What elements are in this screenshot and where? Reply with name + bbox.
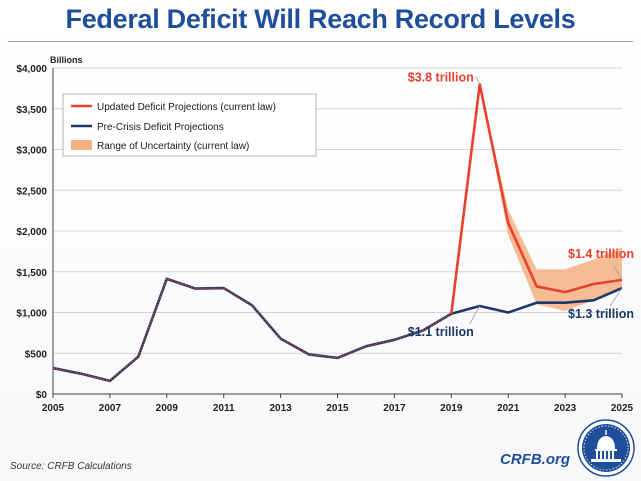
x-tick-label: 2023 <box>554 403 577 414</box>
y-tick-label: $2,000 <box>16 227 47 238</box>
x-tick-label: 2011 <box>213 403 235 414</box>
y-tick-label: $4,000 <box>16 64 47 75</box>
y-tick-label: $1,000 <box>16 309 47 320</box>
source-note: Source: CRFB Calculations <box>10 461 132 472</box>
y-tick-labels: $0 $500 $1,000 $1,500 $2,000 $2,500 $3,000 $3,5… <box>16 64 47 401</box>
annotation-label: $3.8 trillion <box>408 70 474 84</box>
x-tick-label: 2007 <box>99 403 122 414</box>
y-tick-label: $1,500 <box>16 268 47 279</box>
y-tick-label: $500 <box>25 349 48 360</box>
legend-label-range: Range of Uncertainty (current law) <box>97 141 249 152</box>
brand-link[interactable]: CRFB.org <box>500 451 570 468</box>
x-tick-label: 2015 <box>326 403 349 414</box>
legend: Updated Deficit Projections (current law… <box>62 93 317 157</box>
legend-label-precrisis: Pre-Crisis Deficit Projections <box>97 122 224 133</box>
annotation-label: $1.1 trillion <box>408 325 474 339</box>
x-tick-label: 2025 <box>611 403 634 414</box>
title-divider <box>8 41 633 42</box>
y-tick-label: $3,500 <box>16 105 47 116</box>
y-axis-label: Billions <box>50 55 83 65</box>
x-tick-label: 2019 <box>440 403 463 414</box>
x-tick-label: 2013 <box>269 403 292 414</box>
annotation-leader <box>469 305 481 325</box>
y-tick-label: $2,500 <box>16 186 47 197</box>
x-tick-label: 2005 <box>42 403 65 414</box>
legend-box <box>62 93 317 157</box>
x-tick-label: 2017 <box>383 403 406 414</box>
annotations: $3.8 trillion $1.4 trillion $1.1 trillion $… <box>408 70 634 339</box>
y-tick-label: $0 <box>36 390 48 401</box>
annotation-leader <box>609 287 623 307</box>
x-tick-label: 2009 <box>156 403 179 414</box>
annotation-leader <box>475 76 481 85</box>
capitol-dome-logo <box>577 419 635 477</box>
historical-dotted-overlay <box>52 278 452 382</box>
x-tick-label: 2021 <box>497 403 520 414</box>
chart-title: Federal Deficit Will Reach Record Levels <box>65 4 576 34</box>
annotation-leaders <box>469 76 623 325</box>
annotation-label: $1.3 trillion <box>568 307 634 321</box>
legend-label-updated: Updated Deficit Projections (current law… <box>97 102 276 113</box>
legend-swatch-range <box>71 140 92 150</box>
y-tick-label: $3,000 <box>16 146 47 157</box>
x-tick-labels: 2005 2007 2009 2011 2013 2015 2017 2019 2021 2023… <box>42 394 634 414</box>
annotation-leader <box>613 265 623 281</box>
annotation-label: $1.4 trillion <box>568 247 634 261</box>
uncertainty-band <box>479 84 622 311</box>
